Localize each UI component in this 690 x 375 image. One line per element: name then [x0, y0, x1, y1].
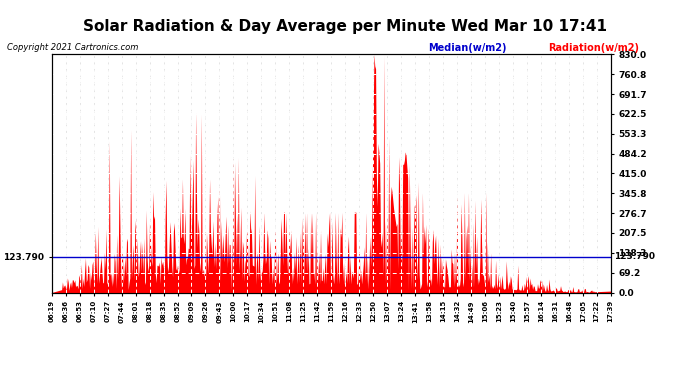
Text: Solar Radiation & Day Average per Minute Wed Mar 10 17:41: Solar Radiation & Day Average per Minute…	[83, 19, 607, 34]
Text: Radiation(w/m2): Radiation(w/m2)	[549, 43, 640, 53]
Text: 123.790: 123.790	[614, 252, 655, 261]
Text: Copyright 2021 Cartronics.com: Copyright 2021 Cartronics.com	[7, 43, 138, 52]
Text: Median(w/m2): Median(w/m2)	[428, 43, 506, 53]
